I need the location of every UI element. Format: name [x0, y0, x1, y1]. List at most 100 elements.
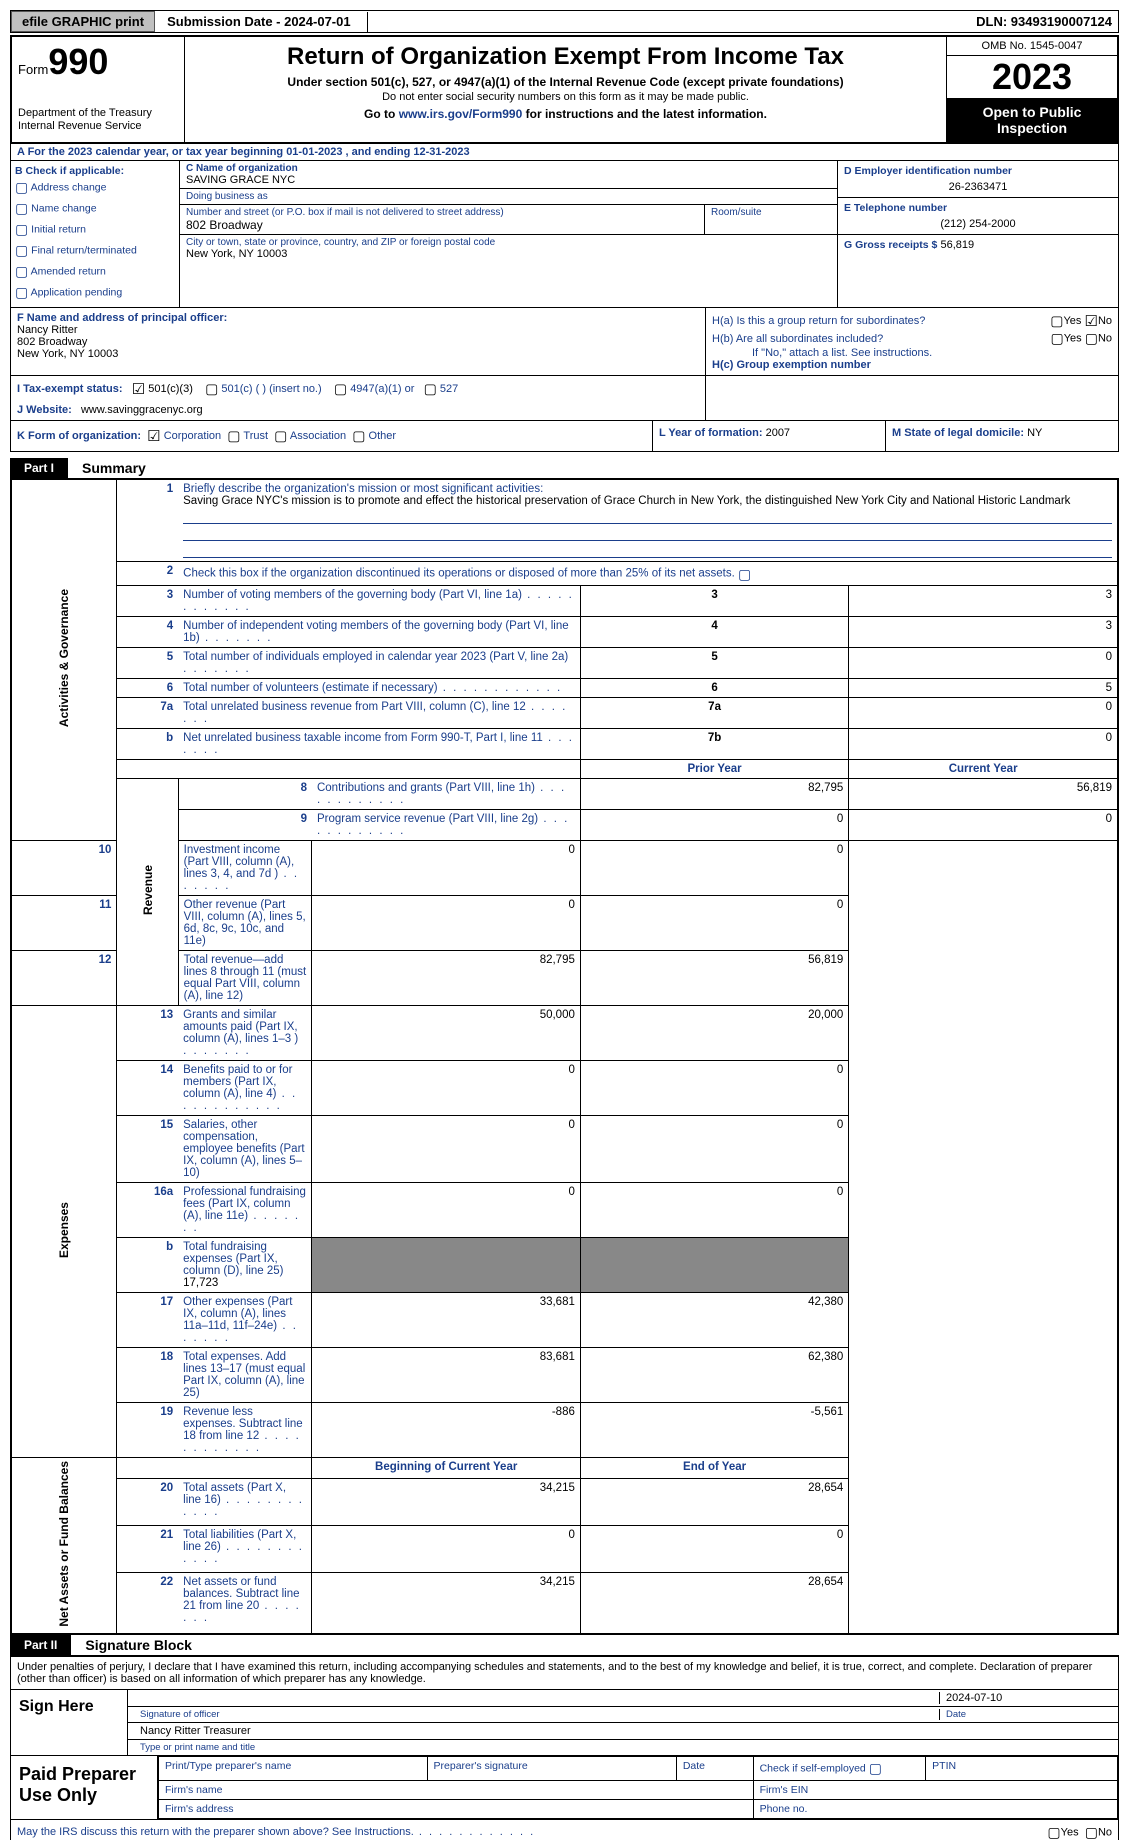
- part1-title: Summary: [82, 460, 146, 476]
- val7a: 0: [849, 698, 1118, 729]
- signature-block: Under penalties of perjury, I declare th…: [10, 1655, 1119, 1820]
- end-year-hdr: End of Year: [580, 1458, 848, 1479]
- line7a: Total unrelated business revenue from Pa…: [178, 698, 580, 729]
- p20: 34,215: [312, 1478, 580, 1525]
- part1-header: Part I Summary: [10, 458, 1119, 478]
- p14: 0: [312, 1061, 580, 1116]
- summary-table: Activities & Governance 1 Briefly descri…: [10, 478, 1119, 1635]
- form-title: Return of Organization Exempt From Incom…: [191, 43, 940, 71]
- checkbox-initial-return[interactable]: ▢ Initial return: [15, 219, 175, 240]
- checkbox-app-pending[interactable]: ▢ Application pending: [15, 282, 175, 303]
- part2-header: Part II Signature Block: [10, 1635, 1119, 1655]
- line-a-tax-year: A For the 2023 calendar year, or tax yea…: [10, 144, 1119, 161]
- checkbox-address-change[interactable]: ▢ Address change: [15, 177, 175, 198]
- officer-label: F Name and address of principal officer:: [17, 312, 699, 324]
- discuss-yes[interactable]: Yes: [1061, 1826, 1079, 1838]
- top-toolbar: efile GRAPHIC print Submission Date - 20…: [10, 10, 1119, 33]
- ha-label: H(a) Is this a group return for subordin…: [712, 315, 1050, 327]
- efile-print-button[interactable]: efile GRAPHIC print: [11, 11, 155, 32]
- checkbox-amended[interactable]: ▢ Amended return: [15, 261, 175, 282]
- c14: 0: [580, 1061, 848, 1116]
- c21: 0: [580, 1526, 848, 1573]
- sign-here-label: Sign Here: [11, 1690, 128, 1755]
- status-501c[interactable]: 501(c) ( ) (insert no.): [221, 383, 321, 395]
- gross-label: G Gross receipts $: [844, 239, 937, 251]
- officer-name-title: Nancy Ritter Treasurer: [134, 1725, 1112, 1737]
- p21: 0: [312, 1526, 580, 1573]
- discuss-no[interactable]: No: [1098, 1826, 1112, 1838]
- side-revenue: Revenue: [141, 865, 155, 915]
- dba-label: Doing business as: [186, 191, 831, 202]
- mission-text: Saving Grace NYC's mission is to promote…: [183, 495, 1070, 507]
- sig-date-label: Date: [940, 1709, 1112, 1720]
- line4: Number of independent voting members of …: [178, 617, 580, 648]
- org-other[interactable]: Other: [369, 430, 397, 442]
- org-association[interactable]: Association: [290, 430, 346, 442]
- hb-no[interactable]: No: [1098, 332, 1112, 344]
- street-label: Number and street (or P.O. box if mail i…: [186, 207, 698, 218]
- side-activities: Activities & Governance: [57, 589, 71, 727]
- firm-addr-label: Firm's address: [159, 1799, 754, 1818]
- p11: 0: [312, 896, 580, 951]
- ha-yes[interactable]: Yes: [1063, 315, 1081, 327]
- line12: Total revenue—add lines 8 through 11 (mu…: [178, 951, 312, 1006]
- c12: 56,819: [580, 951, 848, 1006]
- omb-number: OMB No. 1545-0047: [947, 37, 1117, 56]
- sec-b-header: B Check if applicable:: [15, 165, 175, 177]
- website-label: J Website:: [17, 404, 72, 416]
- status-4947[interactable]: 4947(a)(1) or: [350, 383, 414, 395]
- org-name: SAVING GRACE NYC: [186, 174, 831, 186]
- phone-label: E Telephone number: [844, 202, 1112, 214]
- irs-link[interactable]: www.irs.gov/Form990: [399, 107, 523, 121]
- year-formation: 2007: [766, 427, 790, 439]
- p19: -886: [312, 1403, 580, 1458]
- city-label: City or town, state or province, country…: [186, 237, 831, 248]
- mission-label: Briefly describe the organization's miss…: [183, 483, 543, 495]
- part2-title: Signature Block: [85, 1637, 192, 1653]
- line6: Total number of volunteers (estimate if …: [178, 679, 580, 698]
- c19: -5,561: [580, 1403, 848, 1458]
- irs-discuss-line: May the IRS discuss this return with the…: [10, 1820, 1119, 1840]
- c15: 0: [580, 1116, 848, 1183]
- line10: Investment income (Part VIII, column (A)…: [178, 841, 312, 896]
- status-527[interactable]: 527: [440, 383, 458, 395]
- dept-label: Department of the Treasury Internal Reve…: [18, 107, 178, 133]
- identification-section: B Check if applicable: ▢ Address change …: [10, 161, 1119, 308]
- prep-name-label: Print/Type preparer's name: [159, 1756, 428, 1780]
- c9: 0: [849, 810, 1118, 841]
- p18: 83,681: [312, 1348, 580, 1403]
- begin-year-hdr: Beginning of Current Year: [312, 1458, 580, 1479]
- check-self-employed[interactable]: Check if self-employed ▢: [753, 1756, 926, 1780]
- ssn-warning: Do not enter social security numbers on …: [191, 91, 940, 103]
- city-value: New York, NY 10003: [186, 248, 831, 260]
- open-to-public: Open to Public Inspection: [947, 98, 1117, 142]
- officer-street: 802 Broadway: [17, 336, 699, 348]
- ein-value: 26-2363471: [844, 181, 1112, 193]
- form-number: Form990: [18, 41, 178, 83]
- dln-label: DLN: 93493190007124: [976, 14, 1118, 29]
- street-value: 802 Broadway: [186, 218, 698, 232]
- part1-tab: Part I: [10, 458, 68, 478]
- checkbox-name-change[interactable]: ▢ Name change: [15, 198, 175, 219]
- line20: Total assets (Part X, line 16): [178, 1478, 312, 1525]
- line13: Grants and similar amounts paid (Part IX…: [178, 1006, 312, 1061]
- hb-yes[interactable]: Yes: [1064, 332, 1082, 344]
- line18: Total expenses. Add lines 13–17 (must eq…: [178, 1348, 312, 1403]
- section-subtitle: Under section 501(c), 527, or 4947(a)(1)…: [191, 75, 940, 89]
- status-501c3[interactable]: 501(c)(3): [148, 383, 193, 395]
- greyed-cell: [580, 1238, 848, 1293]
- prep-sig-label: Preparer's signature: [427, 1756, 676, 1780]
- line17: Other expenses (Part IX, column (A), lin…: [178, 1293, 312, 1348]
- p10: 0: [312, 841, 580, 896]
- checkbox-final-return[interactable]: ▢ Final return/terminated: [15, 240, 175, 261]
- ha-no[interactable]: No: [1098, 315, 1112, 327]
- org-name-label: C Name of organization: [186, 163, 831, 174]
- val5: 0: [849, 648, 1118, 679]
- p9: 0: [580, 810, 848, 841]
- org-corporation[interactable]: Corporation: [164, 430, 221, 442]
- line22: Net assets or fund balances. Subtract li…: [178, 1573, 312, 1634]
- org-trust[interactable]: Trust: [243, 430, 268, 442]
- form-org-label: K Form of organization:: [17, 430, 141, 442]
- submission-date: Submission Date - 2024-07-01: [159, 12, 359, 31]
- c22: 28,654: [580, 1573, 848, 1634]
